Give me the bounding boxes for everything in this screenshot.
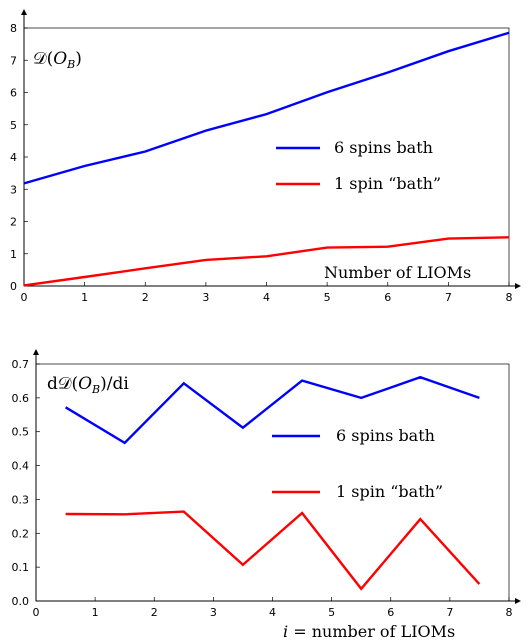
y-tick-label: 0	[10, 280, 17, 293]
y-tick-label: 0.2	[12, 527, 30, 540]
y-tick-label: 0.7	[12, 358, 30, 371]
bottom-legend-label-6-spins: 6 spins bath	[336, 426, 435, 445]
top-chart-y-axis-label: 𝒟(OB)	[33, 49, 82, 71]
top-chart-y-ticks: 0 1 2 3 4 5 6 7 8	[10, 22, 28, 293]
y-tick-label: 0.5	[12, 426, 30, 439]
top-chart-plot-frame	[23, 27, 510, 287]
bottom-chart-y-axis-label: d𝒟(OB)/di	[47, 374, 129, 396]
y-tick-label: 6	[10, 87, 17, 100]
top-chart-legend: 6 spins bath 1 spin “bath”	[276, 138, 441, 193]
bottom-legend-label-1-spin: 1 spin “bath”	[336, 482, 443, 501]
y-tick-label: 5	[10, 119, 17, 132]
series-line-1-spin-bath	[65, 510, 481, 591]
x-tick-label: 8	[506, 291, 513, 304]
bottom-chart-y-ticks: 0.0 0.1 0.2 0.3 0.4 0.5 0.6 0.7	[12, 358, 40, 608]
series-line-6-spins-bath	[23, 31, 510, 185]
top-legend-label-6-spins: 6 spins bath	[334, 138, 433, 157]
x-tick-label: 0	[21, 291, 28, 304]
y-tick-label: 1	[10, 248, 17, 261]
x-tick-label: 2	[151, 606, 158, 619]
x-tick-label: 6	[387, 606, 394, 619]
bottom-chart-x-axis-label: i = number of LIOMs	[283, 622, 455, 641]
top-chart-x-axis-label: Number of LIOMs	[324, 263, 471, 282]
y-tick-label: 0.3	[12, 493, 30, 506]
top-chart: 0 1 2 3 4 5 6 7 8 0 1 2 3 4 5 6 7 8 𝒟(OB) Number of LIOM…	[10, 9, 521, 304]
x-tick-label: 8	[506, 606, 513, 619]
x-tick-label: 4	[263, 291, 270, 304]
y-tick-label: 0.6	[12, 392, 30, 405]
x-tick-label: 5	[328, 606, 335, 619]
bottom-chart: 0 1 2 3 4 5 6 7 8 0.0 0.1 0.2 0.3 0.4 0.5 0.6 0.7 d𝒟(OB…	[12, 349, 521, 641]
bottom-chart-series	[64, 375, 481, 591]
y-tick-label: 4	[10, 151, 17, 164]
x-tick-label: 7	[445, 291, 452, 304]
y-tick-label: 0.4	[12, 460, 30, 473]
series-line-1-spin-bath	[23, 236, 510, 287]
x-tick-label: 5	[324, 291, 331, 304]
y-tick-label: 7	[10, 54, 17, 67]
x-tick-label: 1	[92, 606, 99, 619]
y-tick-label: 8	[10, 22, 17, 35]
x-tick-label: 7	[446, 606, 453, 619]
top-chart-series	[23, 31, 510, 287]
series-line-6-spins-bath	[64, 375, 480, 445]
top-legend-label-1-spin: 1 spin “bath”	[334, 174, 441, 193]
y-tick-label: 2	[10, 216, 17, 229]
x-tick-label: 3	[210, 606, 217, 619]
x-tick-label: 0	[33, 606, 40, 619]
x-tick-label: 2	[142, 291, 149, 304]
y-tick-label: 3	[10, 183, 17, 196]
x-tick-label: 1	[81, 291, 88, 304]
x-tick-label: 4	[269, 606, 276, 619]
x-tick-label: 6	[384, 291, 391, 304]
y-tick-label: 0.1	[12, 561, 30, 574]
bottom-chart-x-ticks: 0 1 2 3 4 5 6 7 8	[33, 597, 513, 619]
x-tick-label: 3	[202, 291, 209, 304]
top-chart-x-ticks: 0 1 2 3 4 5 6 7 8	[21, 282, 513, 304]
y-tick-label: 0.0	[12, 595, 30, 608]
bottom-chart-legend: 6 spins bath 1 spin “bath”	[272, 426, 443, 501]
